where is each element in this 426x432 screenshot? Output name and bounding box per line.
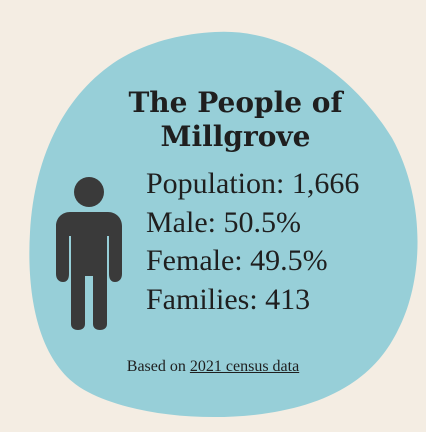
stat-female: Female: 49.5% [146,244,328,277]
stat-male: Male: 50.5% [146,205,301,239]
source-note: Based on 2021 census data [0,358,426,376]
census-data-link[interactable]: 2021 census data [189,358,300,375]
stat-families: Families: 413 [146,282,311,316]
stat-population: Population: 1,666 [146,167,360,200]
person-icon [56,177,122,330]
source-prefix: Based on [126,358,186,375]
page-title: The People of Millgrove [128,86,343,153]
stats-list: Population: 1,666 Male: 50.5% Female: 49… [146,165,359,319]
